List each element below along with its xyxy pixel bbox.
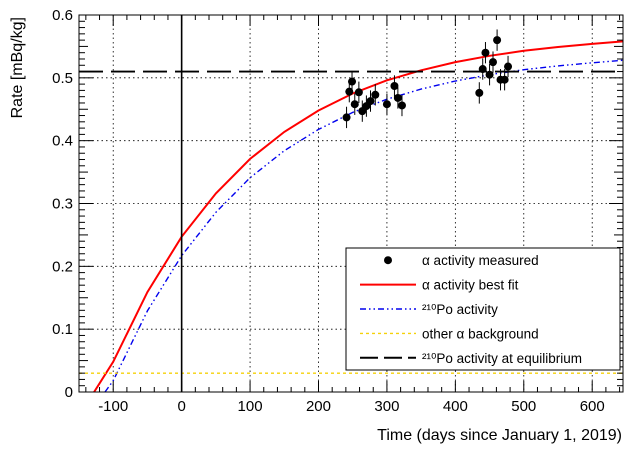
point-marker	[371, 90, 380, 99]
legend-item: ²¹⁰Po activity at equilibrium	[360, 351, 582, 366]
y-tick-label: 0.1	[52, 321, 73, 338]
point-marker	[478, 65, 487, 74]
y-tick-label: 0.2	[52, 258, 73, 275]
x-tick-label: 300	[374, 398, 399, 415]
point-marker	[390, 82, 399, 91]
data-point	[397, 94, 406, 117]
x-tick-label: 600	[580, 398, 605, 415]
y-tick-label: 0.4	[52, 133, 73, 150]
data-point	[488, 51, 497, 73]
series-line-2	[104, 59, 624, 393]
x-tick-label: 0	[177, 398, 185, 415]
y-tick-label: 0.5	[52, 70, 73, 87]
x-tick-label: -100	[98, 398, 128, 415]
data-point	[493, 29, 502, 51]
y-tick-label: 0.6	[52, 7, 73, 24]
legend-label: α activity measured	[422, 253, 539, 268]
point-marker	[475, 88, 484, 97]
data-point	[504, 55, 513, 78]
data-point	[500, 69, 509, 91]
data-point	[393, 87, 402, 109]
x-tick-label: 200	[306, 398, 331, 415]
point-marker	[397, 101, 406, 110]
point-marker	[393, 93, 402, 102]
grid	[79, 15, 623, 392]
point-marker	[354, 88, 363, 97]
point-marker	[500, 75, 509, 84]
legend-label: ²¹⁰Po activity at equilibrium	[422, 351, 582, 366]
legend-label: α activity best fit	[422, 278, 519, 293]
point-marker	[345, 87, 354, 96]
legend-item: α activity measured	[384, 253, 539, 268]
data-point	[354, 81, 363, 103]
data-point	[348, 70, 357, 93]
data-point	[342, 106, 351, 129]
point-marker	[342, 113, 351, 122]
point-marker	[481, 48, 490, 57]
data-point	[371, 84, 380, 106]
point-marker	[488, 58, 497, 67]
x-axis-title: Time (days since January 1, 2019)	[377, 427, 622, 444]
data-point	[345, 80, 354, 103]
legend-label: ²¹⁰Po activity	[422, 302, 498, 317]
data-point	[485, 64, 494, 86]
legend-item: ²¹⁰Po activity	[360, 302, 498, 317]
data-point	[481, 42, 490, 64]
data-point	[382, 93, 391, 115]
legend-item: other α background	[360, 326, 539, 341]
data-point	[350, 93, 359, 115]
y-tick-label: 0.3	[52, 196, 73, 213]
point-marker	[485, 70, 494, 79]
markers	[342, 29, 513, 129]
point-marker	[350, 100, 359, 109]
x-tick-label: 400	[443, 398, 468, 415]
legend-swatch	[384, 256, 392, 265]
point-marker	[366, 97, 375, 106]
point-marker	[493, 36, 502, 45]
point-marker	[348, 77, 357, 86]
x-tick-label: 100	[238, 398, 263, 415]
data-point	[390, 75, 399, 97]
y-tick-label: 0	[65, 384, 73, 401]
legend-item: α activity best fit	[360, 278, 519, 293]
point-marker	[504, 62, 513, 71]
legend: α activity measured α activity best fit ²¹…	[345, 247, 621, 371]
data-point	[475, 82, 484, 104]
y-axis-title: Rate [mBq/kg]	[9, 17, 26, 118]
x-tick-label: 500	[511, 398, 536, 415]
point-marker	[382, 100, 391, 109]
legend-label: other α background	[422, 326, 539, 341]
data-point	[366, 90, 375, 112]
data-point	[478, 58, 487, 80]
